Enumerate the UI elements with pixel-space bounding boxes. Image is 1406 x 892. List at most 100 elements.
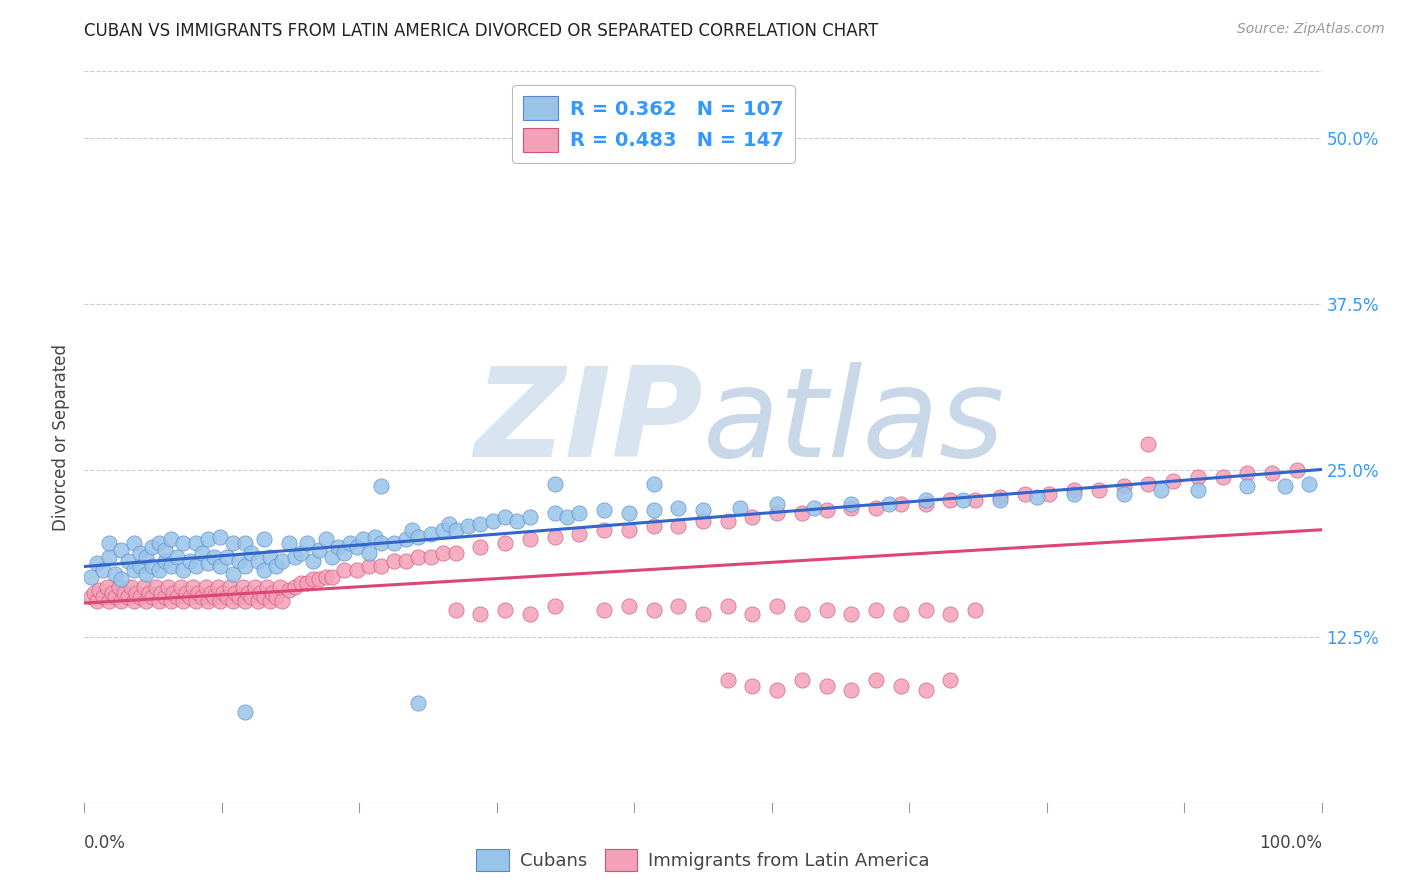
Point: [1088, 483, 1111, 498]
Point: [914, 603, 936, 617]
Point: [148, 563, 170, 577]
Point: [815, 603, 838, 617]
Point: [166, 590, 188, 604]
Point: [444, 523, 467, 537]
Point: [259, 549, 281, 564]
Point: [277, 582, 299, 597]
Point: [125, 585, 148, 599]
Point: [790, 506, 813, 520]
Point: [555, 509, 578, 524]
Point: [1236, 479, 1258, 493]
Point: [419, 549, 441, 564]
Point: [965, 603, 987, 617]
Point: [256, 580, 278, 594]
Point: [382, 554, 405, 568]
Point: [914, 497, 936, 511]
Point: [302, 573, 325, 587]
Point: [988, 492, 1011, 507]
Point: [741, 679, 763, 693]
Point: [815, 679, 838, 693]
Point: [939, 607, 962, 621]
Point: [262, 585, 284, 599]
Point: [215, 549, 238, 564]
Point: [841, 497, 863, 511]
Point: [803, 500, 825, 515]
Point: [965, 492, 987, 507]
Point: [692, 514, 714, 528]
Point: [519, 509, 541, 524]
Point: [236, 585, 259, 599]
Point: [617, 506, 640, 520]
Point: [395, 554, 418, 568]
Point: [643, 603, 665, 617]
Point: [692, 503, 714, 517]
Point: [617, 523, 640, 537]
Point: [290, 576, 312, 591]
Point: [160, 559, 183, 574]
Point: [339, 536, 361, 550]
Point: [172, 593, 194, 607]
Point: [346, 563, 368, 577]
Point: [112, 585, 135, 599]
Point: [91, 563, 114, 577]
Point: [1063, 483, 1085, 498]
Point: [470, 607, 492, 621]
Point: [98, 536, 121, 550]
Point: [264, 559, 287, 574]
Text: 100.0%: 100.0%: [1258, 834, 1322, 852]
Point: [181, 580, 204, 594]
Point: [444, 546, 467, 560]
Point: [290, 546, 312, 560]
Point: [141, 541, 163, 555]
Point: [157, 580, 180, 594]
Point: [939, 492, 962, 507]
Point: [122, 536, 145, 550]
Point: [243, 580, 266, 594]
Point: [191, 590, 214, 604]
Point: [1137, 436, 1160, 450]
Point: [135, 567, 157, 582]
Point: [83, 585, 105, 599]
Point: [264, 590, 287, 604]
Point: [457, 519, 479, 533]
Point: [1014, 487, 1036, 501]
Point: [666, 519, 689, 533]
Point: [815, 503, 838, 517]
Point: [295, 576, 318, 591]
Point: [790, 673, 813, 688]
Point: [224, 585, 246, 599]
Point: [79, 590, 101, 604]
Point: [470, 516, 492, 531]
Point: [1236, 466, 1258, 480]
Point: [470, 541, 492, 555]
Point: [914, 682, 936, 697]
Point: [240, 590, 263, 604]
Point: [174, 585, 197, 599]
Point: [222, 567, 245, 582]
Point: [890, 497, 912, 511]
Point: [370, 559, 392, 574]
Point: [790, 607, 813, 621]
Point: [321, 549, 343, 564]
Point: [79, 570, 101, 584]
Point: [741, 509, 763, 524]
Point: [321, 570, 343, 584]
Point: [120, 580, 142, 594]
Point: [98, 593, 121, 607]
Point: [233, 706, 256, 720]
Point: [741, 607, 763, 621]
Point: [187, 585, 209, 599]
Point: [401, 523, 423, 537]
Point: [302, 554, 325, 568]
Point: [96, 580, 118, 594]
Point: [717, 514, 740, 528]
Point: [89, 582, 111, 597]
Point: [1187, 470, 1209, 484]
Point: [643, 476, 665, 491]
Point: [253, 533, 276, 547]
Point: [141, 559, 163, 574]
Point: [129, 546, 152, 560]
Point: [170, 580, 193, 594]
Point: [444, 603, 467, 617]
Point: [346, 541, 368, 555]
